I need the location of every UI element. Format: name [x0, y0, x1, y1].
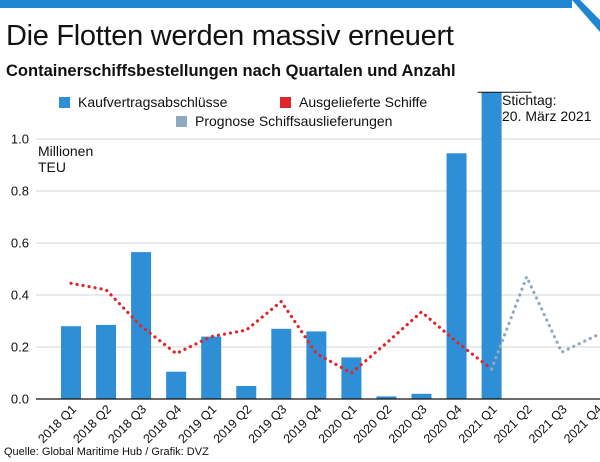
header-accent-band: [0, 0, 572, 8]
legend-item-prognose: Prognose Schiffsauslieferungen: [176, 113, 392, 129]
bar: [341, 357, 362, 399]
y-tick-label: 0.4: [11, 288, 29, 303]
chart-bars: [61, 91, 532, 399]
y-tick-label: 0.8: [11, 184, 29, 199]
chart-lines: [69, 272, 599, 375]
source-note: Quelle: Global Maritime Hub / Grafik: DV…: [4, 446, 209, 458]
legend-swatch-forecast: [176, 115, 187, 127]
y-axis-unit-line-1: Millionen: [38, 143, 94, 159]
reference-date-label: Stichtag:: [502, 92, 557, 108]
y-tick-label: 0.0: [11, 392, 29, 407]
legend-label-ausgeliefert: Ausgelieferte Schiffe: [299, 94, 428, 110]
bar: [481, 92, 502, 399]
header-accent-corner: [572, 0, 600, 32]
legend-swatch-delivered: [280, 96, 291, 108]
line-series-forecast: [490, 272, 599, 371]
y-tick-label: 1.0: [11, 132, 29, 147]
legend-swatch-bar: [59, 96, 70, 108]
bar: [201, 336, 222, 399]
reference-date-value: 20. März 2021: [502, 108, 592, 124]
bar: [376, 396, 397, 399]
y-tick-label: 0.6: [11, 236, 29, 251]
bar: [446, 153, 467, 399]
legend-label-prognose: Prognose Schiffsauslieferungen: [195, 113, 393, 129]
y-axis-unit-line-2: TEU: [38, 159, 66, 175]
y-axis-unit: Millionen TEU: [38, 143, 93, 175]
chart-gridlines: [36, 138, 600, 348]
bar: [96, 324, 117, 399]
page-title: Die Flotten werden massiv erneuert: [6, 20, 454, 52]
legend-item-kaufvertrag: Kaufvertragsabschlüsse: [59, 94, 227, 110]
bar: [166, 371, 187, 399]
bar: [236, 386, 257, 399]
reference-date-note: Stichtag: 20. März 2021: [502, 92, 592, 124]
legend-label-kaufvertrag: Kaufvertragsabschlüsse: [78, 94, 228, 110]
legend-item-ausgeliefert: Ausgelieferte Schiffe: [280, 94, 427, 110]
bar: [61, 326, 81, 399]
x-tick-label: 2021 Q4: [561, 402, 600, 446]
header-accent-bar: [0, 0, 600, 32]
bar: [271, 328, 292, 399]
bar: [411, 393, 432, 399]
page-subtitle: Containerschiffsbestellungen nach Quarta…: [6, 62, 456, 80]
line-series-delivered: [69, 281, 494, 375]
y-tick-label: 0.2: [11, 340, 29, 355]
